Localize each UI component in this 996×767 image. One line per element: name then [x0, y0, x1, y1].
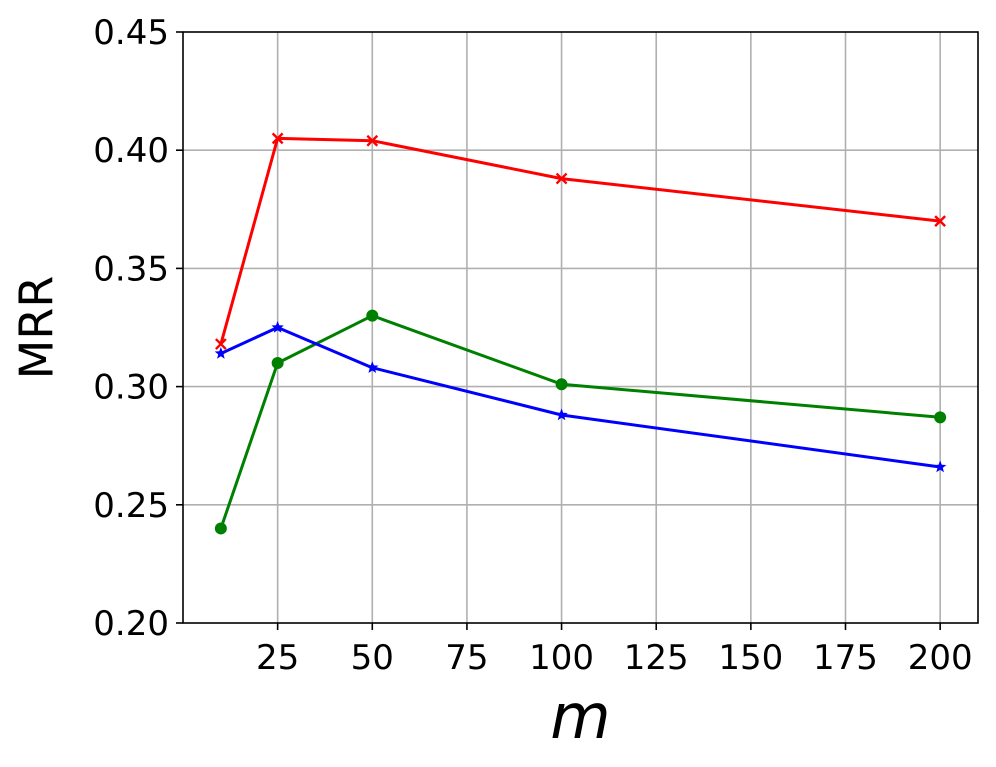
series-0 — [215, 132, 946, 350]
grid-lines — [183, 32, 978, 623]
x-tick-label: 50 — [351, 638, 394, 678]
plot-area-frame — [182, 31, 979, 624]
y-tick-label: 0.35 — [93, 249, 169, 289]
y-tick-label: 0.45 — [93, 13, 169, 53]
data-point — [366, 134, 379, 147]
series-1 — [214, 309, 947, 535]
data-point — [934, 215, 946, 227]
data-point — [366, 309, 379, 322]
data-point — [271, 132, 284, 145]
y-tick-label: 0.20 — [93, 604, 169, 644]
x-tick-label: 125 — [624, 638, 689, 678]
axis-ticks: 25 50 75 100 125 150 175 200 0.20 0.25 0.30 0.35 0.4… — [93, 13, 972, 678]
x-tick-label: 150 — [718, 638, 783, 678]
series-2 — [214, 321, 947, 473]
series-line — [220, 326, 941, 469]
data-point — [271, 321, 284, 333]
series-layer — [214, 132, 947, 535]
data-point — [366, 361, 379, 373]
data-point — [271, 356, 284, 369]
data-point — [214, 522, 227, 535]
x-tick-label: 175 — [813, 638, 878, 678]
data-point — [555, 172, 568, 185]
y-tick-label: 0.40 — [93, 131, 169, 171]
data-point — [555, 378, 568, 391]
x-tick-label: 100 — [529, 638, 594, 678]
data-point — [933, 460, 947, 473]
data-point — [934, 411, 947, 424]
x-tick-label: 200 — [908, 638, 973, 678]
y-tick-label: 0.25 — [93, 486, 169, 526]
data-point — [215, 338, 227, 350]
x-tick-label: 75 — [445, 638, 488, 678]
x-tick-label: 25 — [256, 638, 299, 678]
data-point — [214, 347, 228, 359]
y-tick-label: 0.30 — [93, 368, 169, 408]
series-line — [219, 136, 941, 345]
y-axis-label: MRR — [10, 276, 64, 380]
x-axis-label: m — [550, 680, 610, 753]
data-point — [555, 408, 568, 421]
